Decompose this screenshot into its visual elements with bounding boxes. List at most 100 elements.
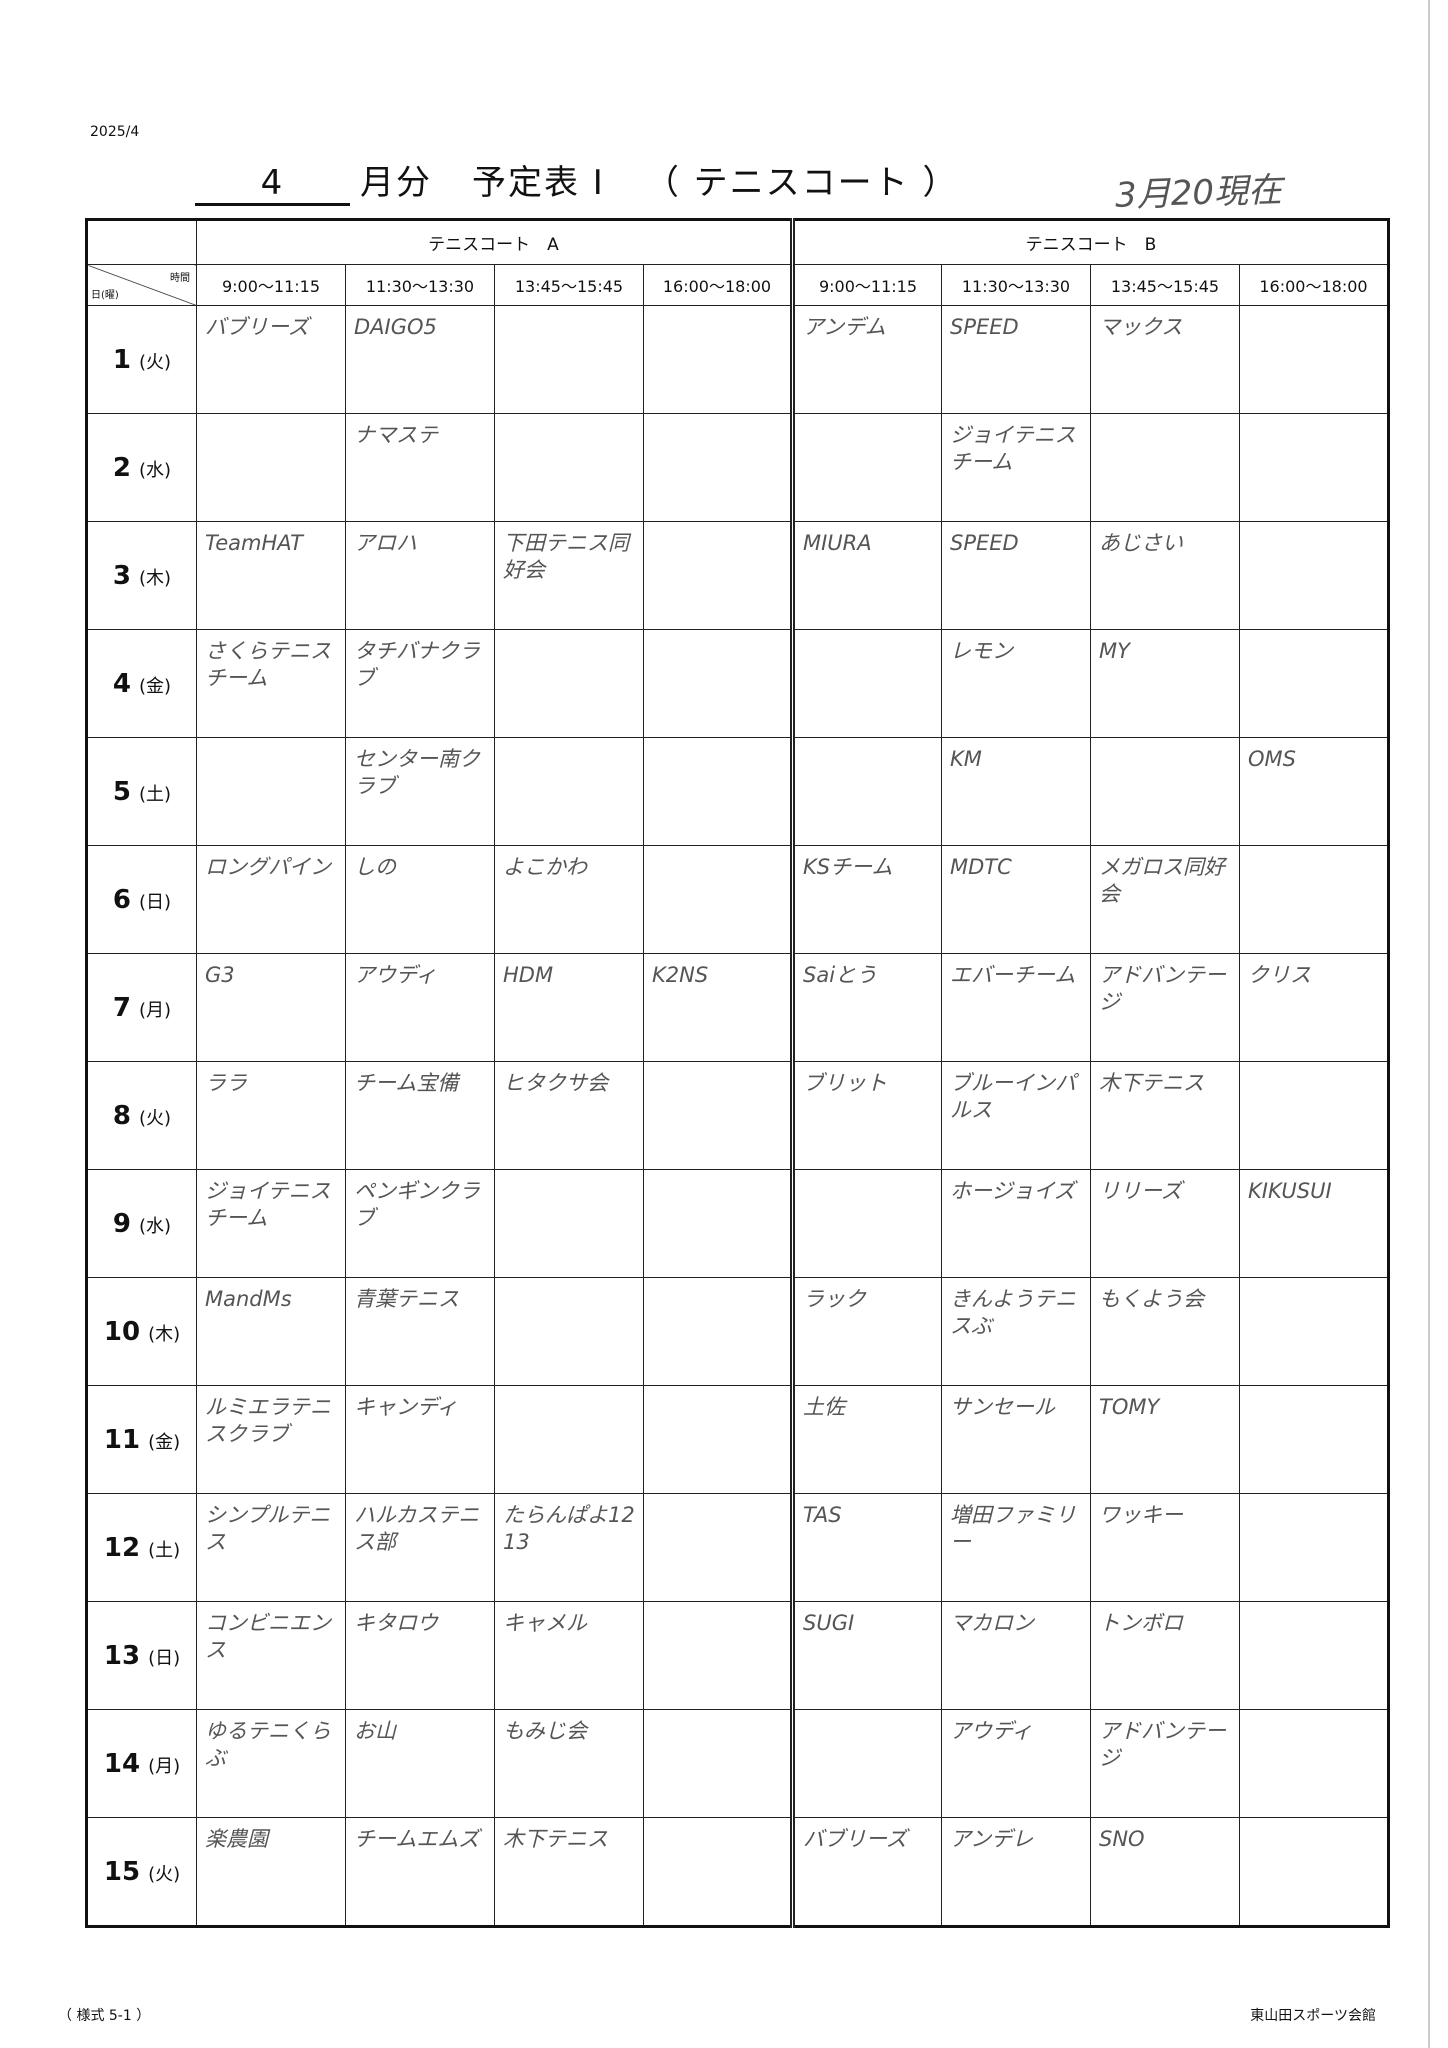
booking-cell: アウディ [345, 953, 495, 1062]
day-cell: 11 (金) [86, 1385, 197, 1494]
booking-cell [494, 1169, 644, 1278]
day-number: 13 [103, 1640, 141, 1671]
booking-cell [1090, 413, 1240, 522]
booking-cell: メガロス同好会 [1090, 845, 1240, 954]
booking-cell [643, 737, 793, 846]
booking-cell: あじさい [1090, 521, 1240, 630]
booking-cell: SUGI [790, 1601, 942, 1710]
booking-cell: 土佐 [790, 1385, 942, 1494]
booking-cell: よこかわ [494, 845, 644, 954]
day-cell: 10 (木) [86, 1277, 197, 1386]
court-a-header: テニスコート A [196, 219, 793, 265]
month-suffix: 月分 [360, 163, 432, 203]
booking-cell: さくらテニスチーム [196, 629, 346, 738]
booking-cell [790, 1709, 942, 1818]
day-number: 4 [112, 668, 132, 699]
booking-cell: チームエムズ [345, 1817, 495, 1927]
booking-cell [1239, 1385, 1389, 1494]
time-slot-header: 16:00～18:00 [1239, 264, 1389, 306]
day-number: 14 [103, 1748, 141, 1779]
booking-cell: TAS [790, 1493, 942, 1602]
table-row: 9 (水) ジョイテニスチーム ペンギンクラブ ホージョイズ リリーズ KIKUSUI [86, 1169, 1389, 1278]
booking-cell [790, 1169, 942, 1278]
day-number: 6 [112, 884, 132, 915]
day-number: 7 [112, 992, 132, 1023]
booking-cell: サンセール [941, 1385, 1091, 1494]
booking-cell: キタロウ [345, 1601, 495, 1710]
day-cell: 8 (火) [86, 1061, 197, 1170]
day-cell: 4 (金) [86, 629, 197, 738]
day-cell: 5 (土) [86, 737, 197, 846]
booking-cell [643, 1385, 793, 1494]
booking-cell [643, 1601, 793, 1710]
booking-cell: ヒタクサ会 [494, 1061, 644, 1170]
booking-cell: G3 [196, 953, 346, 1062]
booking-cell [1239, 1493, 1389, 1602]
table-row: 3 (木) TeamHAT アロハ 下田テニス同好会 MIURA SPEED あじさい [86, 521, 1389, 630]
booking-cell: センター南クラブ [345, 737, 495, 846]
booking-cell: タチバナクラブ [345, 629, 495, 738]
day-cell: 7 (月) [86, 953, 197, 1062]
booking-cell: マックス [1090, 305, 1240, 414]
booking-cell: ラック [790, 1277, 942, 1386]
booking-cell: もくよう会 [1090, 1277, 1240, 1386]
booking-cell: ララ [196, 1061, 346, 1170]
time-slot-header: 11:30～13:30 [941, 264, 1091, 306]
booking-cell: SPEED [941, 305, 1091, 414]
booking-cell [196, 413, 346, 522]
schedule-label: 予定表 Ⅰ [472, 163, 605, 203]
booking-cell: DAIGO5 [345, 305, 495, 414]
weekday: (金) [148, 1431, 181, 1453]
booking-cell: アドバンテージ [1090, 1709, 1240, 1818]
booking-cell: KM [941, 737, 1091, 846]
time-slot-header: 9:00～11:15 [196, 264, 346, 306]
booking-cell [494, 305, 644, 414]
day-cell: 15 (火) [86, 1817, 197, 1927]
booking-cell [1239, 1601, 1389, 1710]
day-number: 1 [112, 344, 132, 375]
time-slot-header: 16:00～18:00 [643, 264, 793, 306]
booking-cell: Saiとう [790, 953, 942, 1062]
as-of-note: 3月20現在 [1114, 170, 1283, 216]
booking-cell [643, 1277, 793, 1386]
weekday: (月) [148, 1755, 181, 1777]
booking-cell: 下田テニス同好会 [494, 521, 644, 630]
booking-cell: KSチーム [790, 845, 942, 954]
table-row: 8 (火) ララ チーム宝備 ヒタクサ会 ブリット ブルーインパルス 木下テニス [86, 1061, 1389, 1170]
booking-cell: バブリーズ [790, 1817, 942, 1927]
page-title: 4 月分 予定表 Ⅰ （ テニスコート ） [195, 155, 998, 206]
weekday: (金) [139, 675, 172, 697]
day-cell: 12 (土) [86, 1493, 197, 1602]
booking-cell: コンビニエンス [196, 1601, 346, 1710]
document-date: 2025/4 [90, 124, 140, 140]
corner-header: 時間 日(曜) [86, 264, 197, 306]
page-edge [1428, 0, 1430, 2048]
booking-cell: ジョイテニスチーム [941, 413, 1091, 522]
booking-cell [643, 1061, 793, 1170]
booking-cell [643, 845, 793, 954]
booking-cell [643, 305, 793, 414]
day-number: 12 [103, 1532, 141, 1563]
booking-cell [643, 1169, 793, 1278]
booking-cell: 木下テニス [494, 1817, 644, 1927]
booking-cell [494, 1385, 644, 1494]
booking-cell: アンデレ [941, 1817, 1091, 1927]
booking-cell: きんようテニスぶ [941, 1277, 1091, 1386]
table-row: 6 (日) ロングパイン しの よこかわ KSチーム MDTC メガロス同好会 [86, 845, 1389, 954]
booking-cell: MY [1090, 629, 1240, 738]
booking-cell [1239, 1277, 1389, 1386]
table-row: 4 (金) さくらテニスチーム タチバナクラブ レモン MY [86, 629, 1389, 738]
facility-label: （ テニスコート ） [644, 163, 959, 203]
booking-cell: ペンギンクラブ [345, 1169, 495, 1278]
month-number: 4 [195, 163, 350, 206]
booking-cell: ブルーインパルス [941, 1061, 1091, 1170]
table-row: 10 (木) MandMs 青葉テニス ラック きんようテニスぶ もくよう会 [86, 1277, 1389, 1386]
booking-cell: ルミエラテニスクラブ [196, 1385, 346, 1494]
booking-cell: アロハ [345, 521, 495, 630]
booking-cell: リリーズ [1090, 1169, 1240, 1278]
booking-cell [1239, 1709, 1389, 1818]
day-number: 11 [103, 1424, 141, 1455]
booking-cell: レモン [941, 629, 1091, 738]
table-row: 15 (火) 楽農園 チームエムズ 木下テニス バブリーズ アンデレ SNO [86, 1817, 1389, 1927]
time-slot-header: 9:00～11:15 [790, 264, 942, 306]
